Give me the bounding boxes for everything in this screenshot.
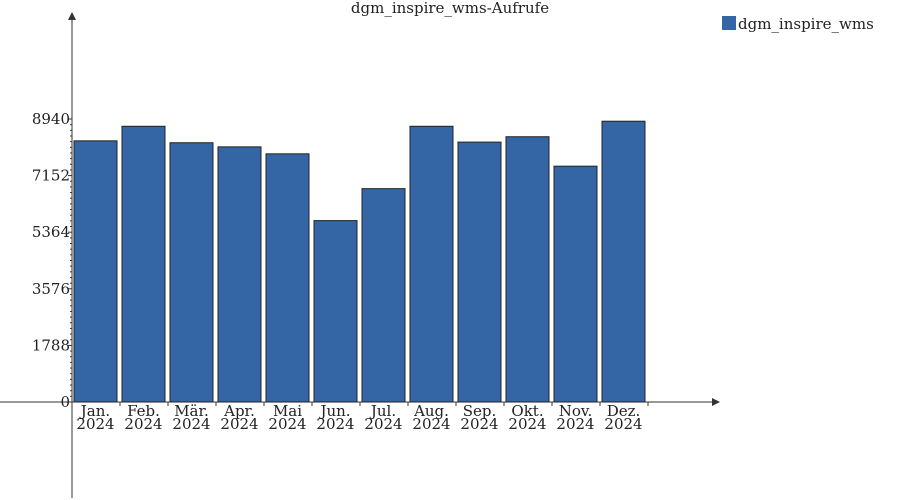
y-axis-arrow: [68, 12, 76, 20]
x-axis-arrow: [712, 398, 720, 406]
bar: [601, 120, 646, 403]
bars: [73, 120, 646, 403]
bar: [553, 165, 598, 403]
y-axis-ticks: 0 1788 3576 5364 7152 8940: [32, 110, 72, 411]
bar: [457, 141, 502, 403]
bar: [73, 140, 118, 403]
bar: [121, 125, 166, 403]
x-tick-label: Apr. 2024: [220, 402, 258, 433]
bar: [361, 188, 406, 403]
x-tick-label: Nov. 2024: [556, 402, 594, 433]
legend-label: dgm_inspire_wms: [738, 15, 874, 33]
legend: dgm_inspire_wms: [722, 15, 874, 33]
y-tick-label: 8940: [32, 110, 70, 128]
bar: [409, 125, 454, 403]
y-tick-label: 0: [60, 393, 70, 411]
bar: [505, 136, 550, 403]
x-tick-label: Feb. 2024: [124, 402, 162, 433]
x-tick-label: Jul. 2024: [364, 402, 402, 433]
x-tick-label: Aug. 2024: [412, 402, 450, 433]
x-tick-label: Sep. 2024: [460, 402, 498, 433]
bar: [217, 146, 262, 403]
x-tick-label: Dez. 2024: [604, 402, 642, 433]
legend-swatch: [722, 16, 736, 30]
x-tick-label: Jun. 2024: [316, 402, 354, 433]
chart-title: dgm_inspire_wms-Aufrufe: [351, 0, 549, 17]
y-tick-label: 5364: [32, 223, 70, 241]
y-tick-label: 3576: [32, 280, 70, 298]
x-tick-label: Jan. 2024: [76, 402, 114, 433]
x-tick-label: Mai 2024: [268, 402, 306, 433]
bar: [313, 220, 358, 403]
bar: [169, 142, 214, 403]
x-axis-ticks: Jan. 2024 Feb. 2024 Mär. 2024 Apr. 2024 Mai 2024 J…: [71, 402, 649, 433]
y-tick-label: 7152: [32, 167, 70, 185]
x-tick-label: Okt. 2024: [508, 402, 546, 433]
bar: [265, 153, 310, 403]
x-tick-label: Mär. 2024: [172, 402, 210, 433]
y-tick-label: 1788: [32, 336, 70, 354]
